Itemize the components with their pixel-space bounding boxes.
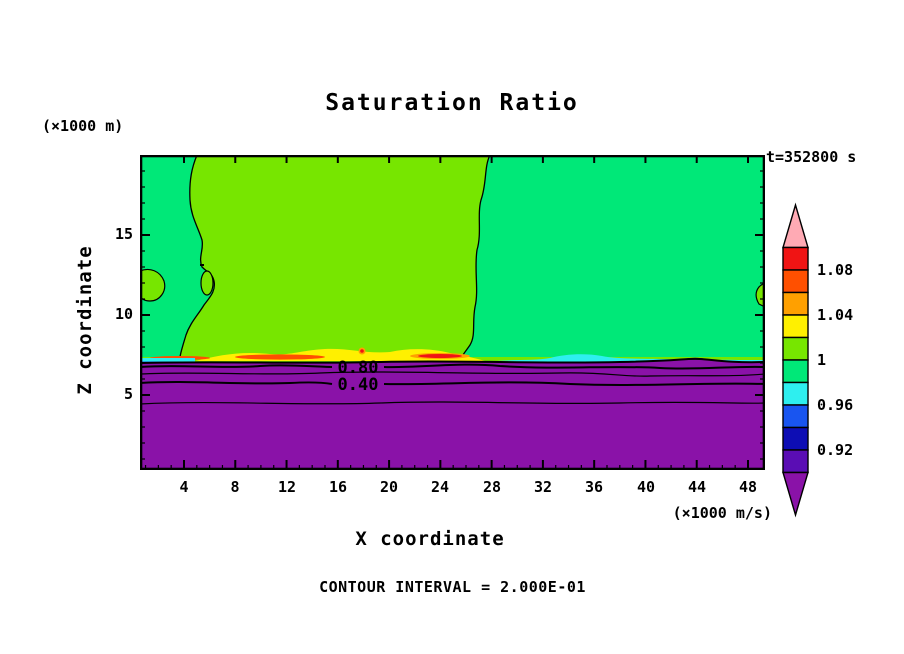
contour-plot-canvas: 0.80 0.40 — [140, 155, 765, 470]
x-tick-16: 16 — [328, 478, 348, 496]
spot-red — [360, 349, 364, 353]
colorbar-seg-red — [782, 246, 809, 271]
colorbar — [782, 202, 809, 518]
contour-line-0.80 — [140, 363, 765, 370]
colorbar-label-0.96: 0.96 — [817, 396, 854, 414]
colorbar-seg-blue — [782, 404, 809, 429]
x-tick-4: 4 — [179, 478, 189, 496]
y-axis-unit: (×1000 m) — [42, 117, 124, 135]
x-tick-20: 20 — [379, 478, 399, 496]
colorbar-label-1.04: 1.04 — [817, 306, 854, 324]
x-axis-unit: (×1000 m/s) — [672, 504, 772, 522]
colorbar-seg-orangered — [782, 269, 809, 294]
contour-line-0.60 — [140, 371, 765, 377]
colorbar-overflow-top — [782, 202, 809, 249]
x-tick-36: 36 — [584, 478, 604, 496]
contour-interval-note: CONTOUR INTERVAL = 2.000E-01 — [319, 578, 586, 596]
x-tick-44: 44 — [687, 478, 707, 496]
region-lower-purple — [140, 358, 765, 470]
x-axis-label: X coordinate — [355, 528, 505, 550]
colorbar-seg-chartreuse — [782, 336, 809, 361]
island-oval-chartreuse — [200, 270, 214, 296]
region-left-0.98-1.00 — [140, 155, 215, 357]
colorbar-seg-cyan — [782, 381, 809, 406]
y-tick-5: 5 — [123, 385, 133, 403]
contour-line-right-boundary — [461, 155, 491, 358]
y-tick-10: 10 — [114, 305, 133, 323]
streak-red — [418, 354, 462, 358]
colorbar-label-0.92: 0.92 — [817, 441, 854, 459]
colorbar-overflow-bottom — [782, 471, 809, 518]
contour-label-0.80: 0.80 — [338, 358, 379, 378]
contour-line-0.40 — [140, 381, 765, 386]
colorbar-seg-yellow — [782, 314, 809, 339]
plot-frame — [140, 155, 765, 470]
colorbar-seg-springgreen — [782, 359, 809, 384]
x-tick-48: 48 — [738, 478, 758, 496]
streak-orangered — [235, 354, 325, 360]
colorbar-seg-orange — [782, 291, 809, 316]
y-tick-15: 15 — [114, 225, 133, 243]
x-tick-40: 40 — [636, 478, 656, 496]
x-tick-24: 24 — [430, 478, 450, 496]
contour-label-0.40: 0.40 — [338, 375, 379, 395]
x-tick-32: 32 — [533, 478, 553, 496]
x-tick-28: 28 — [482, 478, 502, 496]
chart-title: Saturation Ratio — [325, 90, 579, 116]
contour-line-0.20 — [140, 401, 765, 405]
region-right-0.98-1.00 — [462, 155, 765, 357]
colorbar-seg-darkviolet — [782, 449, 809, 474]
colorbar-label-1: 1 — [817, 351, 827, 369]
x-tick-8: 8 — [230, 478, 240, 496]
colorbar-seg-navy — [782, 426, 809, 451]
y-axis-label: Z coordinate — [74, 245, 96, 395]
time-annotation: t=352800 s — [766, 148, 857, 166]
colorbar-label-1.08: 1.08 — [817, 261, 854, 279]
contour-line-top-of-purple — [140, 357, 765, 364]
x-tick-12: 12 — [277, 478, 297, 496]
